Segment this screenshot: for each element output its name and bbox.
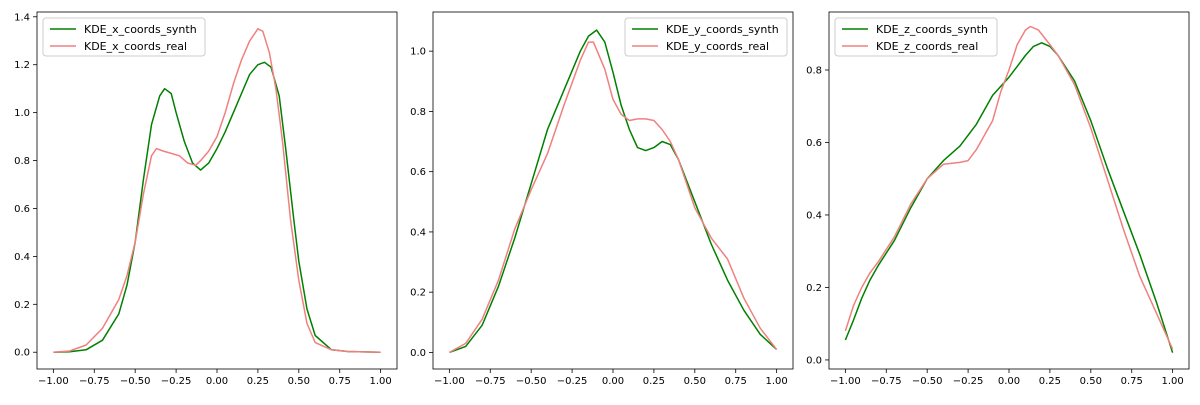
y-tick-label: 0.0 [14, 348, 30, 359]
x-tick-label: −1.00 [38, 376, 69, 387]
chart-panel-y: −1.00 −0.75 −0.50 −0.25 0.00 0.25 0.50 0.75 1.00… [410, 11, 794, 387]
x-tick-label: −0.50 [120, 376, 151, 387]
legend-box [624, 17, 788, 57]
legend: KDE_z_coords_synth KDE_z_coords_real [834, 17, 998, 57]
y-tick-label: 1.0 [14, 108, 30, 119]
chart-panel-x: −1.00 −0.75 −0.50 −0.25 0.00 0.25 0.50 0.75 1.00… [14, 11, 398, 387]
legend-label: KDE_y_coords_synth [666, 23, 779, 36]
x-tick-label: −0.50 [912, 376, 943, 387]
y-tick-label: 0.6 [410, 167, 426, 178]
legend: KDE_y_coords_synth KDE_y_coords_real [624, 17, 788, 57]
series-line-x-synth [53, 61, 381, 353]
y-tick-label: 1.4 [14, 12, 30, 23]
legend-label: KDE_z_coords_synth [876, 23, 988, 36]
x-tick-label: −1.00 [830, 376, 861, 387]
x-tick-label: 1.00 [370, 376, 392, 387]
legend-box [42, 17, 206, 57]
x-tick-label: 0.75 [1121, 376, 1143, 387]
y-tick-label: 0.2 [806, 283, 822, 294]
x-tick-label: 0.00 [602, 376, 624, 387]
x-tick-label: −0.25 [953, 376, 984, 387]
x-tick-label: 1.00 [1162, 376, 1184, 387]
legend-label: KDE_z_coords_real [876, 40, 978, 53]
series-line-y-synth [449, 29, 778, 354]
legend-box [834, 17, 998, 57]
y-tick-label: 0.8 [806, 65, 822, 76]
axes-frame [36, 11, 398, 370]
y-tick-label: 0.8 [410, 107, 426, 118]
x-tick-label: 0.50 [1080, 376, 1102, 387]
x-tick-label: −0.75 [79, 376, 110, 387]
y-tick-label: 0.0 [806, 355, 822, 366]
x-tick-label: 0.00 [998, 376, 1020, 387]
series-line-z-real [844, 25, 1174, 350]
x-tick-label: −0.75 [475, 376, 506, 387]
x-tick-label: 0.50 [684, 376, 706, 387]
y-tick-label: 0.8 [14, 156, 30, 167]
x-tick-label: 0.25 [643, 376, 665, 387]
y-tick-label: 1.0 [410, 47, 426, 58]
x-tick-label: −0.75 [871, 376, 902, 387]
y-tick-label: 0.4 [806, 210, 822, 221]
x-tick-label: 0.75 [725, 376, 747, 387]
legend: KDE_x_coords_synth KDE_x_coords_real [42, 17, 206, 57]
series-line-x-real [53, 28, 381, 353]
chart-panel-z: −1.00 −0.75 −0.50 −0.25 0.00 0.25 0.50 0.75 1.00… [806, 11, 1190, 387]
series-line-z-synth [844, 42, 1174, 353]
legend-label: KDE_x_coords_synth [84, 23, 197, 36]
y-tick-label: 0.2 [14, 300, 30, 311]
x-tick-label: 0.25 [247, 376, 269, 387]
legend-label: KDE_x_coords_real [84, 40, 187, 53]
x-tick-label: 1.00 [766, 376, 788, 387]
x-tick-label: 0.25 [1039, 376, 1061, 387]
y-tick-label: 0.4 [410, 227, 426, 238]
x-tick-label: 0.75 [329, 376, 351, 387]
x-tick-label: −1.00 [434, 376, 465, 387]
x-tick-label: −0.25 [161, 376, 192, 387]
y-tick-label: 0.6 [806, 138, 822, 149]
legend-label: KDE_y_coords_real [666, 40, 769, 53]
y-tick-label: 0.6 [14, 204, 30, 215]
y-tick-label: 0.4 [14, 252, 30, 263]
x-tick-label: 0.00 [206, 376, 228, 387]
x-tick-label: −0.50 [516, 376, 547, 387]
x-tick-label: 0.50 [288, 376, 310, 387]
y-tick-label: 0.0 [410, 348, 426, 359]
axes-frame [828, 11, 1190, 370]
y-tick-label: 1.2 [14, 60, 30, 71]
series-line-y-real [449, 41, 778, 354]
x-tick-label: −0.25 [557, 376, 588, 387]
y-tick-label: 0.2 [410, 288, 426, 299]
